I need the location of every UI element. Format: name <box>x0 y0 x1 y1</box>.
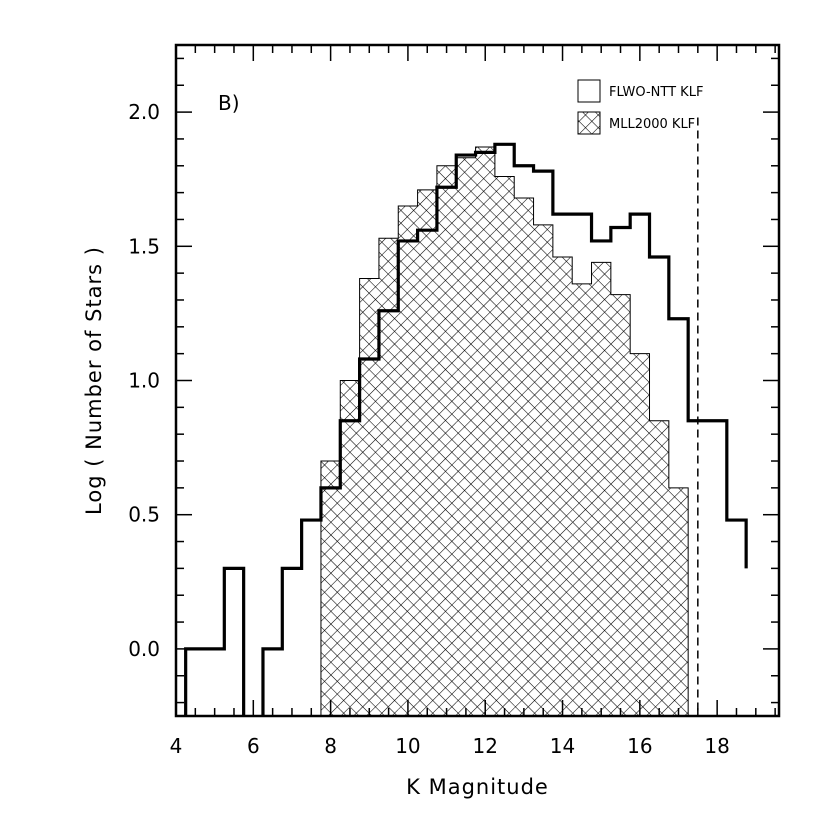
y-tick-labels: 0.0 0.5 1.0 1.5 2.0 <box>128 100 160 661</box>
y-axis-title: Log ( Number of Stars ) <box>82 246 106 515</box>
x-tick-label: 10 <box>395 734 420 758</box>
mll2000-bar <box>591 262 611 716</box>
mll2000-bar <box>514 197 534 716</box>
mll2000-bar <box>340 380 360 716</box>
x-tick-label: 6 <box>247 734 260 758</box>
mll2000-bar <box>456 157 476 716</box>
mll2000-bar <box>398 206 418 717</box>
legend-label-flwo-ntt: FLWO-NTT KLF <box>609 85 703 100</box>
legend-swatch-flwo-ntt <box>577 79 601 103</box>
x-tick-label: 18 <box>704 734 729 758</box>
mll2000-bar <box>533 224 553 716</box>
axis-ticks <box>175 45 779 716</box>
x-tick-label: 8 <box>324 734 337 758</box>
mll2000-bar <box>320 461 341 716</box>
y-tick-label: 2.0 <box>128 100 160 124</box>
mll2000-bar <box>378 238 399 717</box>
x-tick-labels: 4 6 8 10 12 14 16 18 <box>170 734 730 758</box>
mll2000-bar <box>668 487 689 716</box>
mll2000-bar <box>610 294 631 716</box>
mll2000-bar <box>572 283 592 716</box>
mll2000-histogram <box>320 146 689 717</box>
mll2000-bar <box>436 165 457 716</box>
y-tick-label: 0.0 <box>128 637 160 661</box>
y-tick-label: 1.0 <box>128 369 160 393</box>
y-tick-label: 1.5 <box>128 234 160 258</box>
mll2000-bar <box>494 176 515 717</box>
mll2000-outline <box>320 146 689 716</box>
x-tick-label: 16 <box>627 734 652 758</box>
mll2000-bar <box>359 278 379 716</box>
mll2000-bar <box>417 189 437 716</box>
panel-label: B) <box>218 91 240 115</box>
mll2000-bar <box>649 420 669 716</box>
x-axis-title: K Magnitude <box>406 775 549 799</box>
legend-swatch-mll2000 <box>577 111 601 135</box>
mll2000-bar <box>630 353 650 716</box>
mll2000-bar <box>475 146 495 716</box>
mll2000-bar <box>552 257 573 716</box>
x-tick-label: 14 <box>550 734 575 758</box>
x-tick-label: 12 <box>473 734 498 758</box>
legend-label-mll2000: MLL2000 KLF <box>609 117 695 132</box>
x-tick-label: 4 <box>170 734 183 758</box>
legend: FLWO-NTT KLF MLL2000 KLF <box>577 79 703 135</box>
y-tick-label: 0.5 <box>128 503 160 527</box>
